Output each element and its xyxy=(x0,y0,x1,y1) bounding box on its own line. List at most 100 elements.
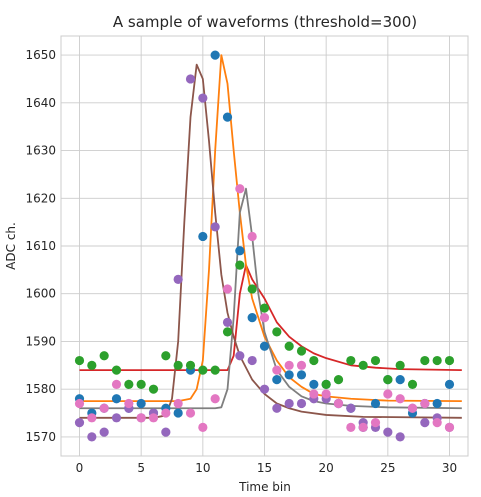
data-point xyxy=(235,351,245,361)
data-point xyxy=(111,365,122,375)
data-point xyxy=(272,375,282,385)
fit-curve xyxy=(79,187,462,410)
data-point xyxy=(420,355,430,366)
data-point xyxy=(247,284,257,294)
y-tick-label: 1630 xyxy=(25,144,56,158)
data-point xyxy=(124,379,134,390)
fit-curves xyxy=(79,54,462,419)
data-point xyxy=(74,355,85,366)
data-point xyxy=(333,375,344,385)
data-point xyxy=(99,403,109,413)
data-point xyxy=(296,360,307,370)
y-tick-label: 1650 xyxy=(25,48,56,62)
data-point xyxy=(333,398,344,409)
data-point xyxy=(296,346,307,356)
data-point xyxy=(210,365,220,375)
y-tick-label: 1600 xyxy=(25,287,56,301)
data-point xyxy=(173,408,183,418)
data-point xyxy=(259,384,270,394)
data-point xyxy=(444,355,455,366)
data-point xyxy=(407,403,418,413)
data-point xyxy=(346,355,356,366)
data-point xyxy=(198,231,208,242)
data-point xyxy=(173,274,183,285)
data-point xyxy=(185,408,196,418)
data-point xyxy=(309,389,319,399)
x-tick-label: 30 xyxy=(442,461,457,475)
fit-curve xyxy=(79,54,462,403)
data-point xyxy=(99,427,109,437)
data-point xyxy=(358,360,368,370)
y-tick-label: 1640 xyxy=(25,96,56,110)
data-point xyxy=(148,384,159,394)
data-point xyxy=(161,427,171,437)
data-point xyxy=(161,408,171,418)
y-tick-label: 1590 xyxy=(25,334,56,348)
data-point xyxy=(296,398,307,409)
data-point xyxy=(272,403,282,413)
data-point xyxy=(395,394,405,404)
data-point xyxy=(370,398,381,409)
data-point xyxy=(259,341,270,351)
x-tick-label: 0 xyxy=(76,461,84,475)
data-point xyxy=(222,112,233,122)
tick-labels: 0 5 10 15 20 25 30 1570 1580 1590 1600 1610 1620 1630… xyxy=(25,48,457,475)
x-tick-label: 10 xyxy=(195,461,210,475)
data-point xyxy=(247,231,257,242)
data-point xyxy=(161,351,171,361)
x-tick-label: 20 xyxy=(319,461,334,475)
data-point xyxy=(395,360,405,370)
data-points xyxy=(74,50,455,442)
data-point xyxy=(309,379,319,390)
data-point xyxy=(210,222,220,232)
x-tick-label: 15 xyxy=(257,461,272,475)
data-point xyxy=(420,398,430,409)
data-point xyxy=(185,360,196,370)
data-point xyxy=(198,365,208,375)
fit-curve xyxy=(79,264,462,371)
data-point xyxy=(235,184,245,194)
data-point xyxy=(185,74,196,84)
data-point xyxy=(383,427,393,437)
data-point xyxy=(284,360,294,370)
data-point xyxy=(222,317,233,327)
data-point xyxy=(284,398,294,409)
data-point xyxy=(370,417,381,428)
data-point xyxy=(136,379,146,390)
data-point xyxy=(395,432,405,442)
data-point xyxy=(247,312,257,323)
data-point xyxy=(321,379,331,390)
data-point xyxy=(235,246,245,256)
data-point xyxy=(321,389,331,399)
data-point xyxy=(222,327,233,337)
data-point xyxy=(87,432,97,442)
data-point xyxy=(222,284,233,294)
y-tick-label: 1570 xyxy=(25,430,56,444)
data-point xyxy=(444,379,455,390)
data-point xyxy=(173,398,183,409)
y-tick-label: 1610 xyxy=(25,239,56,253)
data-point xyxy=(111,379,122,390)
data-point xyxy=(136,413,146,423)
data-point xyxy=(235,260,245,270)
data-point xyxy=(432,355,442,366)
plot-frame xyxy=(60,35,469,457)
data-point xyxy=(247,355,257,366)
data-point xyxy=(198,93,208,103)
data-point xyxy=(210,394,220,404)
data-point xyxy=(124,398,134,409)
data-point xyxy=(370,355,381,366)
data-point xyxy=(296,370,307,380)
data-point xyxy=(383,375,393,385)
y-axis-label: ADC ch. xyxy=(4,222,18,270)
y-tick-label: 1620 xyxy=(25,191,56,205)
chart-title: A sample of waveforms (threshold=300) xyxy=(113,13,417,31)
fit-curve xyxy=(79,63,462,419)
data-point xyxy=(74,398,85,409)
data-point xyxy=(99,351,109,361)
x-axis-label: Time bin xyxy=(238,480,291,494)
data-point xyxy=(432,417,442,428)
data-point xyxy=(284,370,294,380)
data-point xyxy=(259,312,270,323)
